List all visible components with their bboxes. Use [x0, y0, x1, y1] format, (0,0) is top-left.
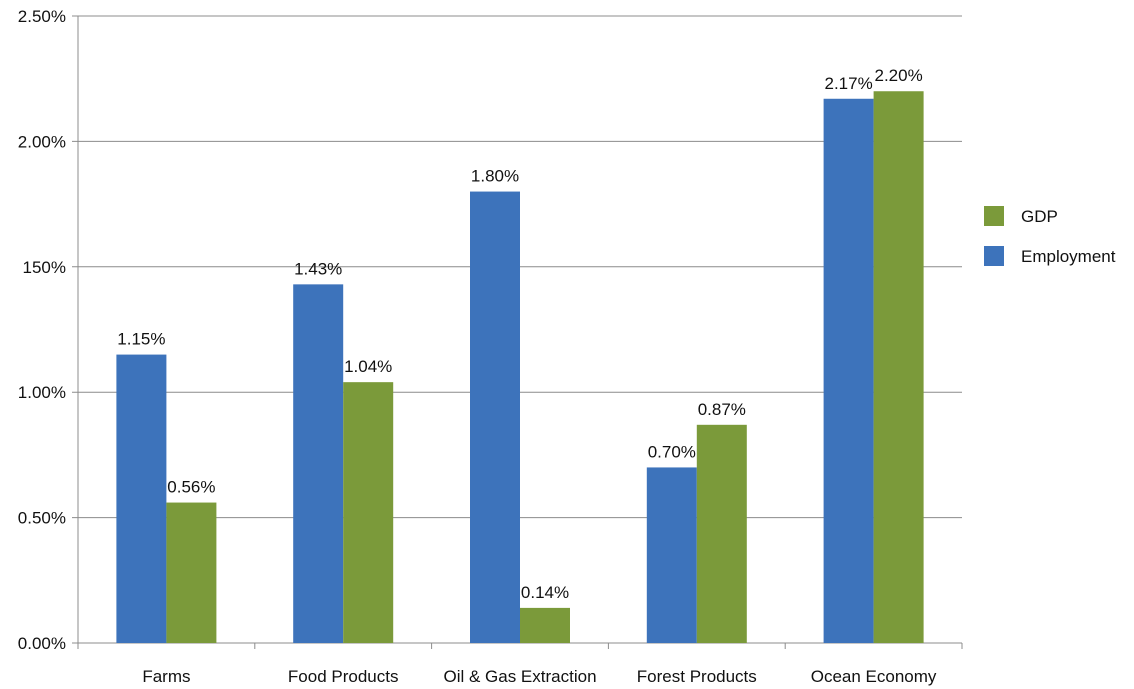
legend-label-gdp: GDP	[1021, 207, 1058, 226]
legend-swatch-employment	[984, 246, 1004, 266]
bar-gdp	[166, 502, 217, 643]
legend: GDP Employment	[984, 206, 1116, 266]
bar-gdp	[520, 607, 570, 643]
bar-gdp	[873, 91, 924, 644]
y-tick-label: 0.50%	[18, 509, 66, 528]
y-tick-label: 2.00%	[18, 132, 66, 151]
data-label: 1.43%	[294, 259, 342, 278]
x-tick-label: Farms	[142, 667, 190, 686]
data-label: 0.56%	[167, 478, 215, 497]
data-label: 2.20%	[874, 66, 922, 85]
axes: 0.00% 0.50% 1.00% 150% 2.00% 2.50% Farms Food P…	[18, 7, 963, 686]
y-tick-label: 150%	[23, 258, 66, 277]
data-labels: 1.15% 0.56% 1.43% 1.04% 1.80% 0.14% 0.70% 0.87%…	[117, 66, 922, 602]
bar-gdp	[343, 382, 394, 643]
x-tick-label: Forest Products	[637, 667, 757, 686]
y-tick-label: 1.00%	[18, 383, 66, 402]
y-tick-label: 0.00%	[18, 634, 66, 653]
y-tick-label: 2.50%	[18, 7, 66, 26]
data-label: 1.15%	[117, 330, 165, 349]
bar-gdp	[696, 424, 747, 643]
x-tick-label: Ocean Economy	[811, 667, 937, 686]
bar-employment	[116, 354, 167, 643]
bar-employment	[470, 191, 520, 643]
bars	[116, 91, 924, 644]
x-tick-label: Oil & Gas Extraction	[443, 667, 596, 686]
bar-employment	[646, 467, 697, 643]
data-label: 0.87%	[698, 400, 746, 419]
x-tick-label: Food Products	[288, 667, 399, 686]
data-label: 1.04%	[344, 357, 392, 376]
data-label: 0.14%	[521, 583, 569, 602]
data-label: 0.70%	[648, 442, 696, 461]
data-label: 1.80%	[471, 167, 519, 186]
bar-employment	[293, 284, 344, 643]
legend-label-employment: Employment	[1021, 247, 1116, 266]
bar-employment	[823, 98, 874, 644]
data-label: 2.17%	[824, 74, 872, 93]
legend-swatch-gdp	[984, 206, 1004, 226]
